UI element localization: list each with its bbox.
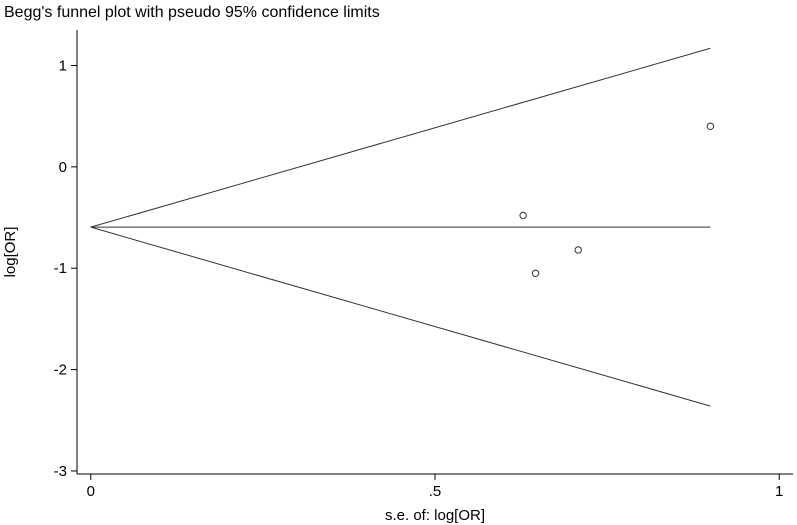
x-tick-label: .5: [429, 483, 442, 500]
y-tick-label: -3: [54, 463, 67, 480]
x-tick-label: 0: [87, 483, 95, 500]
funnel-lines: [90, 47, 711, 407]
axis-ticks: 1 0 -1 -2 -3 0 .5 1: [54, 57, 784, 500]
y-tick-label: -2: [54, 362, 67, 379]
study-points: [519, 122, 715, 277]
chart-title: Begg's funnel plot with pseudo 95% confi…: [4, 4, 380, 21]
x-axis-title: s.e. of: log[OR]: [385, 507, 485, 524]
study-point: [531, 269, 540, 277]
y-tick-label: -1: [54, 260, 67, 277]
study-point: [519, 211, 527, 220]
upper-confidence-limit: [90, 47, 711, 228]
y-tick-label: 1: [59, 57, 67, 74]
study-point: [706, 122, 715, 131]
lower-confidence-limit: [90, 226, 711, 407]
x-tick-label: 1: [775, 483, 783, 500]
y-axis-title: log[OR]: [2, 227, 19, 278]
study-point: [574, 246, 582, 254]
y-tick-label: 0: [59, 159, 67, 176]
